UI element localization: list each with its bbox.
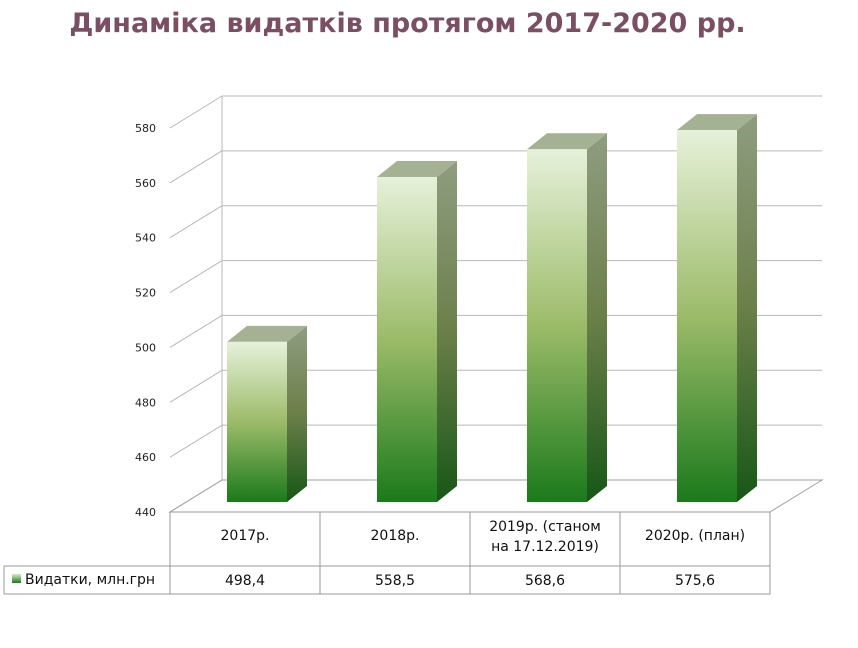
bar <box>377 160 457 502</box>
x-tick-label: 2019р. (станом на 17.12.2019) <box>489 519 601 555</box>
bar <box>677 114 757 502</box>
bar-side <box>437 160 457 502</box>
x-tick-label: 2017р. <box>221 528 270 544</box>
bar-side <box>587 133 607 503</box>
y-tick-label: 480 <box>135 396 156 409</box>
legend-key <box>12 574 21 583</box>
bar-front <box>677 130 737 502</box>
gridline-diagonal <box>169 205 223 239</box>
bar-front <box>227 341 287 502</box>
bar <box>527 133 607 503</box>
bar-top <box>677 114 757 131</box>
data-label: 498,4 <box>225 573 265 589</box>
gridline-diagonal <box>169 150 223 184</box>
y-tick-label: 520 <box>135 287 156 300</box>
data-label: 568,6 <box>525 573 565 589</box>
gridline-diagonal <box>169 260 223 293</box>
bar <box>227 325 307 502</box>
y-tick-label: 500 <box>135 341 156 354</box>
gridline-diagonal <box>169 369 223 403</box>
bar-top <box>227 325 307 342</box>
gridline-diagonal <box>169 424 223 458</box>
bar-front <box>527 149 587 503</box>
chart-title: Динаміка видатків протягом 2017-2020 рр. <box>69 8 746 39</box>
bar-side <box>737 114 757 502</box>
gridline-diagonal <box>169 315 223 348</box>
data-label: 575,6 <box>675 573 715 589</box>
y-tick-label: 560 <box>135 177 156 190</box>
bar-top <box>527 133 607 150</box>
y-tick-label: 580 <box>135 122 156 135</box>
y-tick-label: 440 <box>135 506 156 519</box>
bar-top <box>377 160 457 177</box>
data-label: 558,5 <box>375 573 415 589</box>
y-tick-label: 540 <box>135 232 156 245</box>
bar-front <box>377 176 437 502</box>
bar-side <box>287 325 307 502</box>
x-tick-label: 2020р. (план) <box>645 528 745 544</box>
y-tick-label: 460 <box>135 451 156 464</box>
legend-series-name: Видатки, млн.грн <box>25 572 155 588</box>
x-tick-label: 2018р. <box>371 528 420 544</box>
gridline-diagonal <box>169 95 223 129</box>
